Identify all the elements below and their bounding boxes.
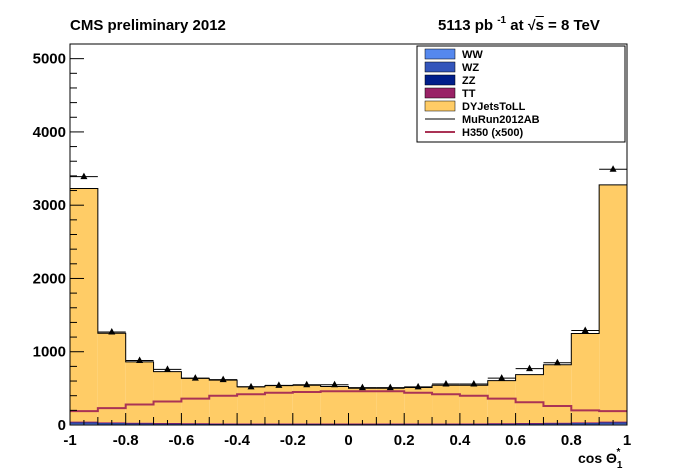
data-point	[331, 380, 339, 388]
data-point	[108, 327, 116, 335]
data-point	[386, 383, 394, 391]
x-axis-title-sub: 1	[617, 460, 623, 471]
x-tick-label: -0.8	[113, 432, 139, 449]
legend-swatch	[424, 74, 456, 86]
axes: -1 -0.8 -0.6 -0.4 -0.2 0 0.2 0.4 0.6 0.8 1 0 1000 200…	[33, 51, 632, 449]
bar-dyjetstoll	[237, 386, 265, 424]
bar-dyjetstoll	[125, 361, 154, 423]
lumi-value: 5113 pb	[438, 17, 494, 34]
bar-dyjetstoll	[515, 374, 544, 423]
legend-swatch	[424, 100, 456, 112]
bar-dyjetstoll	[70, 188, 98, 422]
data-point	[498, 374, 506, 381]
y-tick-label: 5000	[33, 51, 66, 68]
legend-label: WZ	[462, 62, 479, 74]
data-point	[581, 326, 589, 333]
y-tick-label: 4000	[33, 124, 66, 141]
legend-label: DYJetsToLL	[462, 101, 526, 113]
x-tick-label: 0.2	[394, 432, 415, 449]
bar-dyjetstoll	[599, 184, 627, 422]
y-tick-label: 2000	[33, 270, 66, 287]
signal-line	[70, 390, 627, 413]
bar-dyjetstoll	[571, 333, 600, 423]
data-point	[80, 172, 88, 180]
legend-swatch	[424, 48, 456, 60]
x-tick-label: -0.4	[224, 432, 251, 449]
y-tick-label: 0	[58, 417, 66, 434]
data-point	[358, 383, 366, 391]
data-point	[247, 382, 255, 390]
sqrt-symbol: √	[527, 17, 536, 33]
bar-dyjetstoll	[209, 380, 238, 424]
x-tick-label: -0.2	[280, 432, 306, 449]
data-point	[303, 380, 311, 388]
sqrt-s: s	[535, 17, 544, 34]
bar-dyjetstoll	[376, 388, 405, 424]
bar-dyjetstoll	[487, 380, 516, 424]
legend-label: WW	[462, 49, 483, 61]
x-axis-title: cos Θ1 *	[578, 447, 623, 471]
data-points	[70, 165, 627, 391]
data-point	[163, 365, 171, 372]
energy-text: = 8 TeV	[548, 17, 600, 34]
lumi-exponent: -1	[497, 15, 507, 26]
data-point	[136, 356, 144, 364]
legend-label: H350 (x500)	[462, 127, 523, 139]
luminosity-label: 5113 pb -1 at √s = 8 TeV	[438, 15, 600, 34]
bar-dyjetstoll	[153, 371, 182, 423]
x-axis-title-sup: *	[616, 447, 620, 458]
legend-swatch	[424, 87, 456, 99]
legend-label: MuRun2012AB	[462, 114, 540, 126]
data-point	[553, 358, 561, 366]
x-tick-label: -0.6	[168, 432, 194, 449]
bar-dyjetstoll	[432, 385, 460, 424]
data-point	[442, 379, 450, 387]
y-tick-label: 1000	[33, 344, 66, 361]
signal-h350-line	[70, 390, 627, 413]
legend-label: ZZ	[462, 75, 476, 87]
at-text: at	[510, 17, 524, 34]
x-tick-label: 0	[344, 432, 352, 449]
legend-swatch	[424, 61, 456, 73]
data-point	[191, 374, 199, 381]
y-tick-label: 3000	[33, 197, 66, 214]
x-tick-label: 1	[623, 432, 631, 449]
stacked-bars	[69, 184, 628, 426]
data-point	[609, 165, 617, 172]
bar-dyjetstoll	[459, 385, 488, 424]
data-point	[526, 364, 534, 372]
chart-title: CMS preliminary 2012	[70, 17, 226, 34]
x-axis-title-main: cos Θ	[578, 450, 617, 466]
bar-dyjetstoll	[264, 385, 293, 424]
x-tick-label: 0.4	[449, 432, 471, 449]
bar-dyjetstoll	[348, 388, 377, 424]
data-point	[414, 382, 422, 390]
x-tick-label: 0.8	[561, 432, 582, 449]
legend-label: TT	[462, 88, 476, 100]
bar-dyjetstoll	[292, 385, 321, 424]
data-point	[275, 381, 283, 388]
bar-dyjetstoll	[181, 378, 210, 424]
x-tick-label: 0.6	[505, 432, 526, 449]
x-tick-label: -1	[63, 432, 76, 449]
bar-dyjetstoll	[543, 364, 572, 423]
data-point	[470, 379, 478, 387]
data-point	[219, 375, 227, 383]
bar-dyjetstoll	[320, 386, 349, 424]
